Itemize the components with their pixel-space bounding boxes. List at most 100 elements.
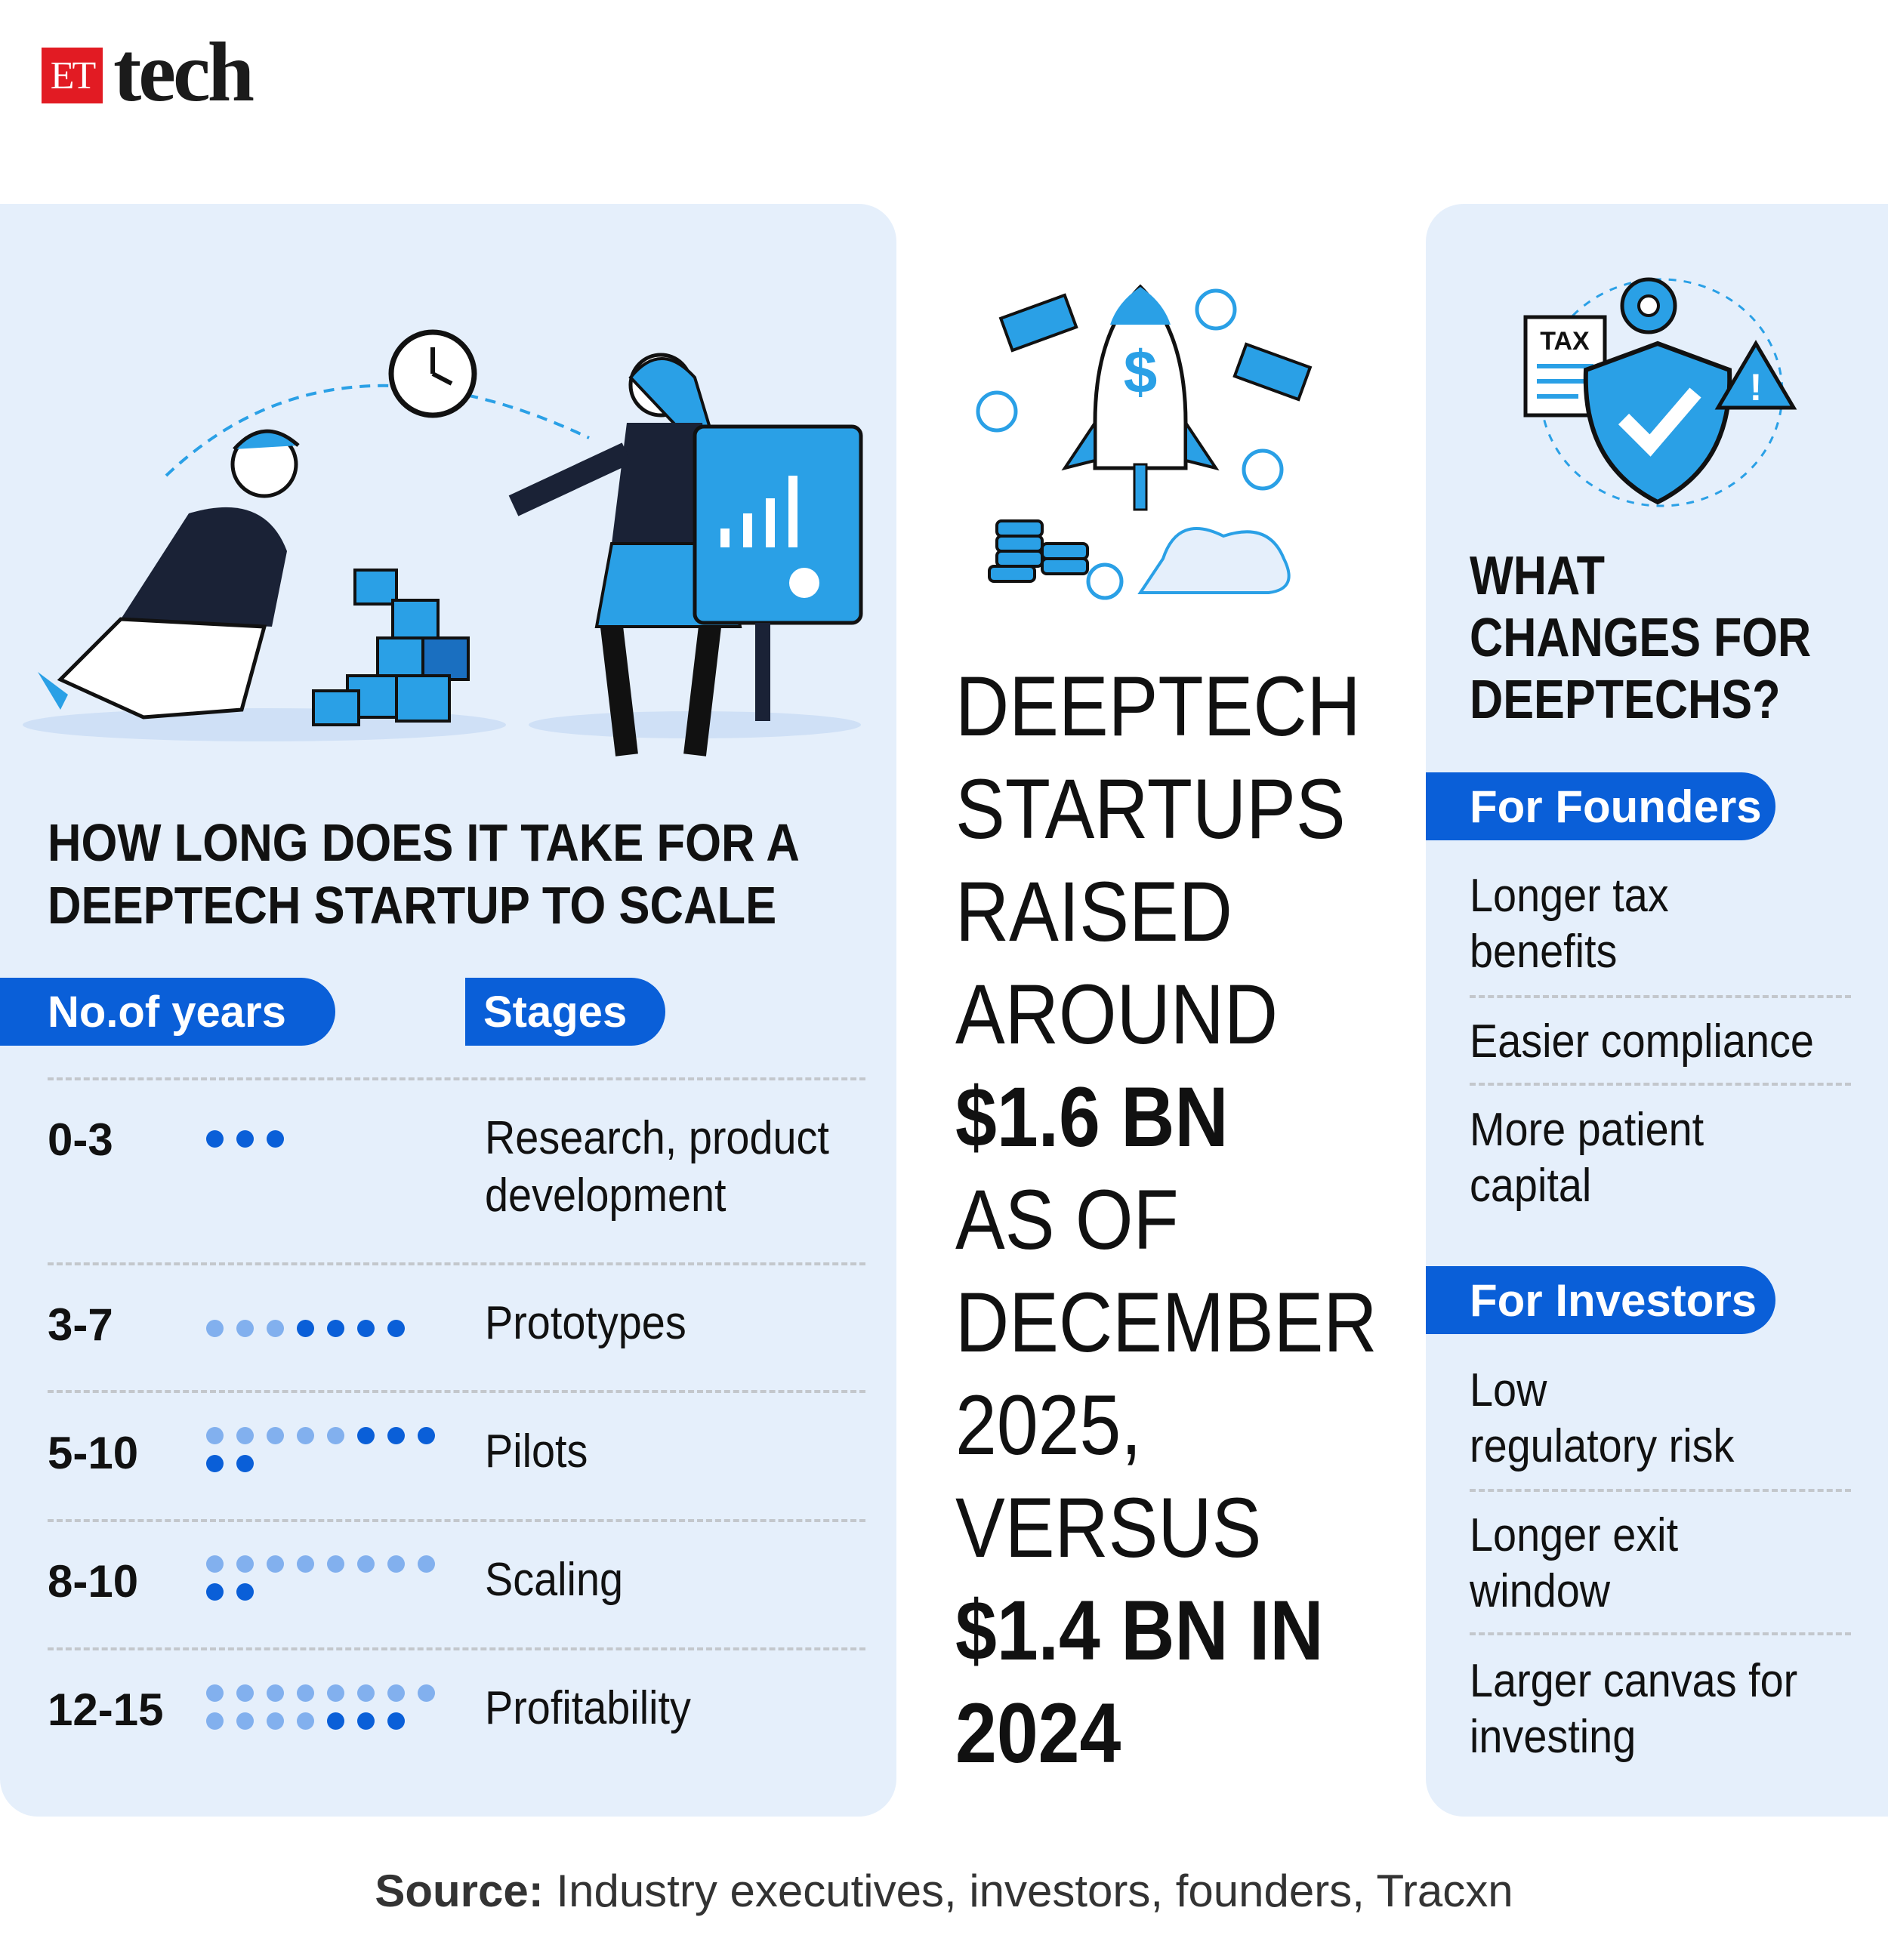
benefit-line: Longer exit xyxy=(1470,1509,1679,1561)
et-logo-box: ET xyxy=(42,48,103,103)
man-figure xyxy=(38,429,300,720)
light-year-dot xyxy=(418,1684,435,1702)
light-year-dot xyxy=(418,1555,435,1573)
item-divider xyxy=(1470,995,1851,998)
row-years: 3-7 xyxy=(48,1299,113,1350)
light-year-dot xyxy=(206,1320,224,1337)
row-divider xyxy=(48,1390,865,1393)
svg-text:$: $ xyxy=(1124,338,1158,405)
row-divider xyxy=(48,1262,865,1265)
for-founders-label: For Founders xyxy=(1426,772,1775,840)
row-dots xyxy=(206,1427,455,1472)
heading-line: DEEPTECHS? xyxy=(1470,670,1781,730)
investor-benefit: Larger canvas for investing xyxy=(1470,1653,1797,1765)
benefit-line: Longer tax xyxy=(1470,870,1669,922)
light-year-dot xyxy=(267,1712,284,1730)
dark-year-dot xyxy=(387,1320,405,1337)
heading-line: WHAT xyxy=(1470,546,1606,606)
row-years: 5-10 xyxy=(48,1428,139,1478)
statement-line: DECEMBER xyxy=(955,1275,1377,1370)
item-divider xyxy=(1470,1632,1851,1635)
statement-line: 2025, xyxy=(955,1378,1142,1472)
light-year-dot xyxy=(267,1427,284,1444)
heading-line: CHANGES FOR xyxy=(1470,608,1812,668)
light-year-dot xyxy=(236,1320,254,1337)
light-year-dot xyxy=(206,1684,224,1702)
source-text: Industry executives, investors, founders… xyxy=(543,1866,1513,1916)
dark-year-dot xyxy=(206,1583,224,1601)
founder-benefit: Longer tax benefits xyxy=(1470,868,1669,980)
light-year-dot xyxy=(267,1320,284,1337)
gear-icon xyxy=(1620,277,1677,334)
tax-compliance-illustration: TAX ! xyxy=(1523,277,1797,507)
light-year-dot xyxy=(357,1684,375,1702)
dark-year-dot xyxy=(327,1712,344,1730)
statement-line: AROUND xyxy=(955,967,1279,1062)
statement-line: $1.6 BN xyxy=(955,1070,1229,1164)
row-dots xyxy=(206,1555,455,1601)
blocks-icon xyxy=(312,569,470,726)
source-label: Source: xyxy=(375,1866,544,1916)
dark-year-dot xyxy=(387,1712,405,1730)
row-divider xyxy=(48,1519,865,1522)
stage-line: development xyxy=(485,1170,727,1222)
row-dots xyxy=(206,1130,455,1148)
rocket-funding-illustration: $ xyxy=(976,284,1313,600)
dark-year-dot xyxy=(206,1130,224,1148)
tax-label: TAX xyxy=(1540,327,1590,356)
benefit-line: window xyxy=(1470,1565,1611,1617)
benefit-line: Low xyxy=(1470,1364,1547,1416)
benefit-line: More patient xyxy=(1470,1104,1704,1156)
statement-line: VERSUS xyxy=(955,1481,1262,1575)
light-year-dot xyxy=(357,1555,375,1573)
row-dots xyxy=(206,1320,455,1337)
scale-timeline-heading: HOW LONG DOES IT TAKE FOR A DEEPTECH STA… xyxy=(48,812,800,937)
light-year-dot xyxy=(206,1712,224,1730)
statement-line: STARTUPS xyxy=(955,762,1346,856)
light-year-dot xyxy=(297,1712,314,1730)
benefit-line: Larger canvas for xyxy=(1470,1655,1798,1707)
founder-benefit: More patient capital xyxy=(1470,1102,1704,1214)
light-year-dot xyxy=(297,1684,314,1702)
dark-year-dot xyxy=(327,1320,344,1337)
row-dots xyxy=(206,1684,455,1730)
source-note: Source: Industry executives, investors, … xyxy=(0,1865,1888,1917)
light-year-dot xyxy=(236,1684,254,1702)
item-divider xyxy=(1470,1083,1851,1086)
row-years: 12-15 xyxy=(48,1684,164,1735)
light-year-dot xyxy=(327,1555,344,1573)
dark-year-dot xyxy=(357,1320,375,1337)
dashboard-monitor-icon xyxy=(693,424,863,721)
statement-line: $1.4 BN IN xyxy=(955,1583,1324,1678)
statement-line: AS OF xyxy=(955,1173,1179,1267)
benefit-line: investing xyxy=(1470,1711,1637,1763)
light-year-dot xyxy=(236,1712,254,1730)
row-stage: Pilots xyxy=(485,1425,588,1478)
dark-year-dot xyxy=(206,1455,224,1472)
svg-text:!: ! xyxy=(1750,366,1763,408)
row-divider xyxy=(48,1077,865,1080)
dark-year-dot xyxy=(387,1427,405,1444)
for-investors-label: For Investors xyxy=(1426,1266,1775,1334)
light-year-dot xyxy=(327,1427,344,1444)
tech-logo-text: tech xyxy=(113,26,255,119)
warning-icon: ! xyxy=(1714,340,1797,410)
changes-heading: WHAT CHANGES FOR DEEPTECHS? xyxy=(1470,545,1811,731)
dark-year-dot xyxy=(236,1583,254,1601)
light-year-dot xyxy=(387,1684,405,1702)
light-year-dot xyxy=(236,1555,254,1573)
coin-icon xyxy=(976,288,1284,600)
light-year-dot xyxy=(297,1555,314,1573)
light-year-dot xyxy=(387,1555,405,1573)
dark-year-dot xyxy=(236,1130,254,1148)
stage-line: Research, product xyxy=(485,1112,829,1164)
coin-stack-icon xyxy=(988,519,1089,583)
light-year-dot xyxy=(297,1427,314,1444)
statement-line: 2024 xyxy=(955,1686,1121,1780)
row-divider xyxy=(48,1647,865,1650)
heading-line: DEEPTECH STARTUP TO SCALE xyxy=(48,876,777,935)
dark-year-dot xyxy=(297,1320,314,1337)
dark-year-dot xyxy=(267,1130,284,1148)
dark-year-dot xyxy=(357,1712,375,1730)
statement-line: DEEPTECH xyxy=(955,659,1361,753)
